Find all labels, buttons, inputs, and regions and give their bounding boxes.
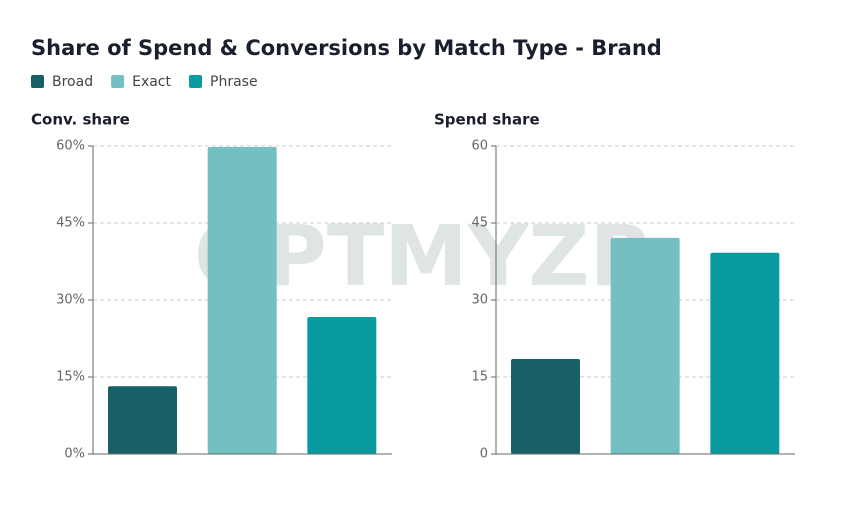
y-tick-label: 0 bbox=[480, 447, 488, 462]
bar bbox=[610, 237, 680, 454]
page-title: Share of Spend & Conversions by Match Ty… bbox=[31, 36, 662, 60]
legend-label: Broad bbox=[52, 74, 93, 90]
y-tick-label: 0% bbox=[64, 447, 85, 462]
y-tick-label: 60% bbox=[56, 139, 85, 154]
chart-subtitle: Conv. share bbox=[31, 111, 130, 129]
bar bbox=[108, 386, 177, 454]
bar bbox=[710, 252, 780, 454]
y-tick-label: 15 bbox=[471, 370, 488, 385]
bar bbox=[307, 316, 377, 454]
y-tick-label: 60 bbox=[471, 139, 488, 154]
legend-swatch bbox=[111, 75, 125, 88]
y-tick-label: 45% bbox=[56, 216, 85, 231]
legend-label: Phrase bbox=[210, 74, 258, 90]
legend-swatch bbox=[31, 75, 44, 88]
y-tick-label: 30 bbox=[471, 293, 488, 308]
legend-label: Exact bbox=[132, 74, 171, 90]
legend-swatch bbox=[189, 75, 202, 88]
bar bbox=[511, 359, 580, 454]
bar bbox=[207, 147, 277, 454]
y-tick-label: 45 bbox=[471, 216, 488, 231]
y-tick-label: 30% bbox=[56, 293, 85, 308]
chart-subtitle: Spend share bbox=[434, 111, 540, 129]
y-tick-label: 15% bbox=[56, 370, 85, 385]
